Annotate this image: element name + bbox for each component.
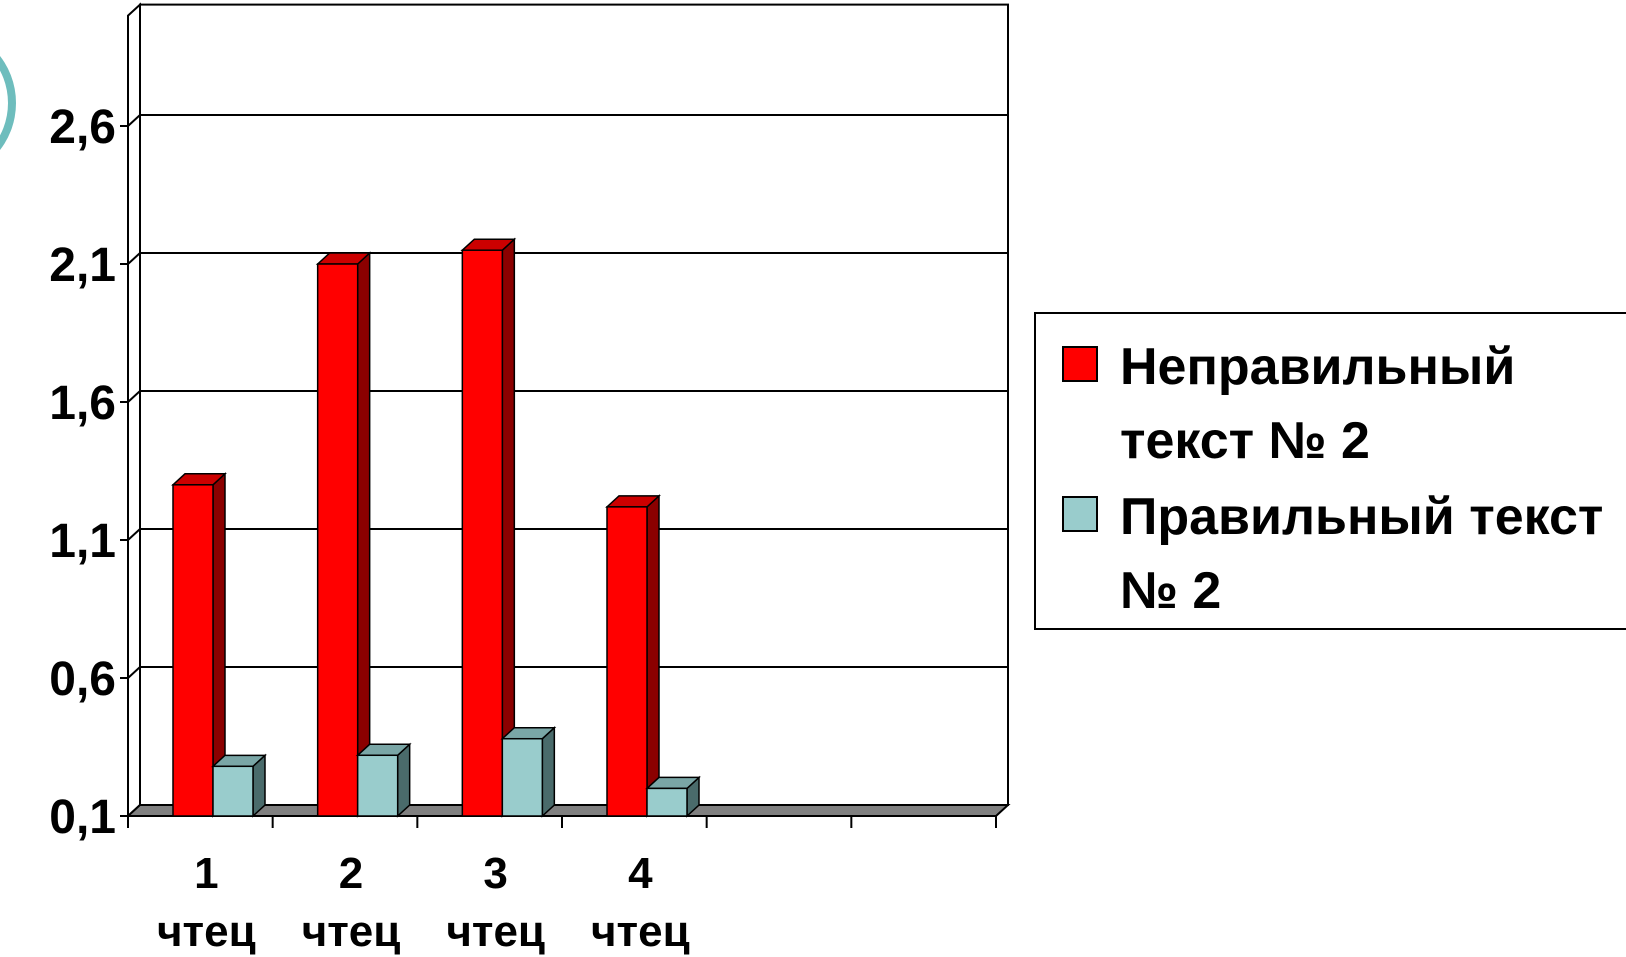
side-wall: [127, 2, 141, 819]
legend-item-correct: Правильный текст № 2: [1062, 480, 1626, 628]
gridline: [127, 252, 1008, 265]
x-tick-label-word: чтец: [446, 907, 545, 956]
y-axis-ticks: 0,1 0,6 1,1 1,6 2,1 2,6: [49, 101, 128, 844]
x-tick-label-number: 1: [194, 849, 218, 898]
legend-swatch-incorrect: [1062, 346, 1098, 382]
x-axis-labels: 1 чтец 2 чтец 3 чтец 4 чтец: [157, 849, 690, 956]
bar-front: [356, 754, 399, 817]
bar-side: [396, 742, 411, 818]
bar-incorrect: [171, 472, 227, 818]
chart-gridlines: [127, 114, 1008, 679]
y-tick-label: 1,6: [49, 377, 116, 430]
x-tick-label-word: чтец: [302, 907, 401, 956]
bar-correct: [211, 753, 267, 818]
gridline: [127, 390, 1008, 403]
chart-back-wall: [125, 2, 1011, 819]
legend-label-correct: Правильный текст № 2: [1120, 488, 1604, 620]
bar-front: [316, 263, 359, 817]
bar-correct: [500, 726, 557, 818]
bar-correct: [355, 742, 412, 818]
y-tick-label: 0,1: [49, 791, 116, 844]
bar-side: [356, 251, 371, 818]
legend-swatch-correct: [1062, 496, 1098, 532]
legend-label-incorrect: Неправильный текст № 2: [1120, 338, 1516, 470]
bar-side: [541, 726, 556, 818]
bar-front: [606, 506, 648, 817]
bar-incorrect: [460, 237, 517, 818]
gridline: [127, 114, 1008, 127]
gridline: [127, 666, 1008, 679]
chart-axes: [127, 15, 997, 828]
x-tick-label-number: 2: [339, 849, 363, 898]
y-tick-label: 2,1: [49, 239, 116, 292]
bar-side: [646, 494, 660, 818]
back-wall: [139, 3, 1009, 807]
bar-front: [212, 765, 254, 817]
bar-correct: [645, 775, 701, 818]
bars: [171, 237, 701, 818]
bar-front: [172, 484, 214, 817]
bar-front: [461, 249, 504, 817]
bar-incorrect: [605, 494, 661, 818]
x-tick-label-number: 4: [628, 849, 653, 898]
legend: Неправильный текст № 2 Правильный текст …: [1034, 312, 1626, 630]
bar-incorrect: [315, 251, 372, 818]
gridline: [127, 528, 1008, 541]
y-tick-label: 2,6: [49, 101, 116, 154]
bar-front: [501, 737, 544, 817]
y-tick-label: 0,6: [49, 653, 116, 706]
x-tick-label-word: чтец: [157, 907, 256, 956]
bar-front: [646, 787, 688, 817]
x-tick-label-word: чтец: [591, 907, 690, 956]
y-tick-label: 1,1: [49, 515, 116, 568]
x-tick-label-number: 3: [483, 849, 507, 898]
legend-item-incorrect: Неправильный текст № 2: [1062, 330, 1626, 478]
